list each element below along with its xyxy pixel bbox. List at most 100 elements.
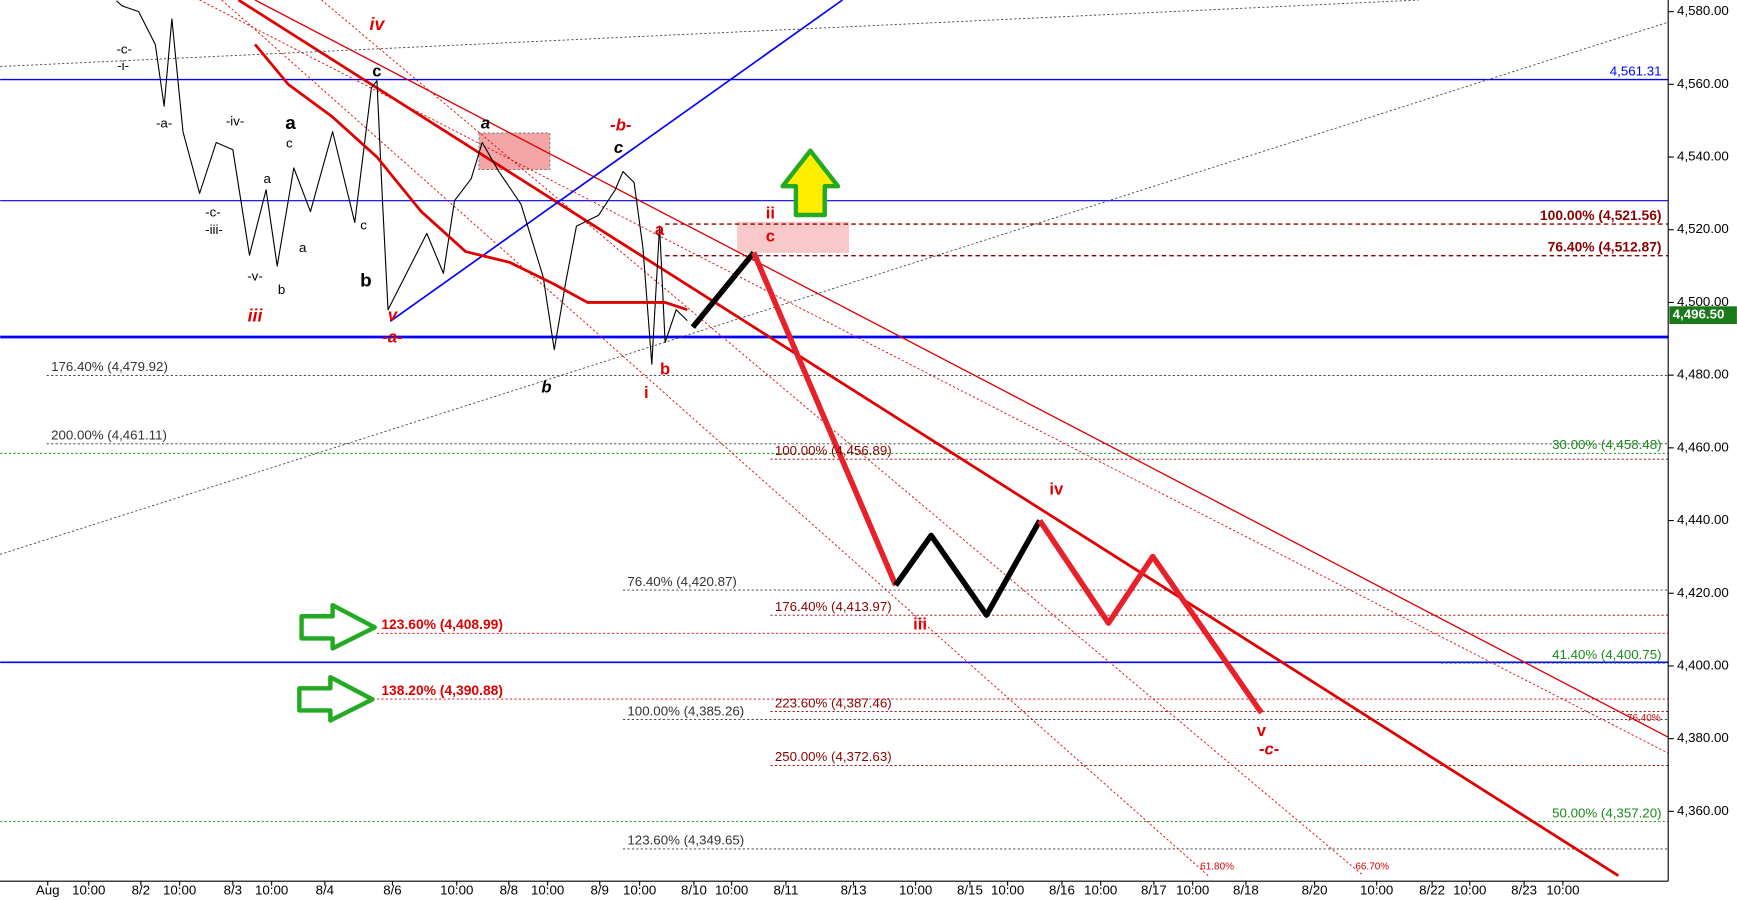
x-tick-label: 10:00 bbox=[531, 883, 564, 898]
arrow-right bbox=[299, 602, 377, 651]
x-tick-label: 10:00 bbox=[72, 883, 105, 898]
series-line bbox=[751, 251, 899, 587]
wave-label: -a- bbox=[382, 327, 403, 346]
wave-label: b bbox=[360, 270, 372, 291]
x-tick-label: 8/20 bbox=[1302, 883, 1328, 898]
trend-line bbox=[321, 0, 1364, 877]
trend-line bbox=[0, 0, 1419, 67]
y-tick-label: 4,380.00 bbox=[1677, 730, 1729, 745]
wave-label: iv bbox=[370, 14, 386, 34]
wave-label: -a- bbox=[156, 116, 172, 131]
wave-label: iv bbox=[1049, 479, 1064, 498]
x-tick-label: 8/10 bbox=[681, 883, 707, 898]
wave-label: -iv- bbox=[226, 113, 244, 128]
wave-label: -c- bbox=[116, 41, 132, 56]
series-line bbox=[893, 519, 1043, 618]
x-tick-label: 8/9 bbox=[590, 883, 609, 898]
trend-line bbox=[199, 0, 1669, 754]
level-label: 250.00% (4,372.63) bbox=[775, 749, 892, 764]
wave-label: -iii- bbox=[205, 222, 223, 237]
x-tick-label: 10:00 bbox=[1084, 883, 1117, 898]
x-tick-label: 8/8 bbox=[500, 883, 519, 898]
wave-label: c bbox=[614, 138, 623, 157]
level-label: 100.00% (4,456.89) bbox=[775, 443, 892, 458]
x-tick-label: 8/22 bbox=[1419, 883, 1445, 898]
wave-label: 61.80% bbox=[1200, 861, 1234, 872]
level-label: 176.40% (4,413.97) bbox=[775, 599, 892, 614]
wave-label: c bbox=[360, 218, 367, 233]
level-label: 4,561.31 bbox=[1610, 63, 1662, 78]
series-line bbox=[690, 250, 756, 329]
y-tick-label: 4,440.00 bbox=[1677, 512, 1729, 527]
x-tick-label: 8/15 bbox=[957, 883, 983, 898]
x-tick-label: 10:00 bbox=[1360, 883, 1393, 898]
level-label: 100.00% (4,521.56) bbox=[1540, 207, 1662, 223]
series-line bbox=[253, 43, 688, 312]
x-tick-label: 10:00 bbox=[1176, 883, 1209, 898]
x-tick-label: 8/2 bbox=[132, 883, 151, 898]
x-tick-label: 8/4 bbox=[316, 883, 334, 898]
x-tick-label: 8/11 bbox=[773, 883, 798, 898]
y-tick-label: 4,580.00 bbox=[1677, 3, 1729, 18]
wave-label: -b- bbox=[610, 116, 632, 135]
x-tick-label: 8/13 bbox=[841, 883, 867, 898]
trend-line bbox=[389, 0, 843, 323]
x-tick-label: 10:00 bbox=[1453, 883, 1486, 898]
y-tick-label: 4,520.00 bbox=[1677, 221, 1729, 236]
level-label: 100.00% (4,385.26) bbox=[627, 703, 744, 718]
level-label: 138.20% (4,390.88) bbox=[381, 682, 503, 698]
x-tick-label: 8/16 bbox=[1049, 883, 1075, 898]
price-tag bbox=[1669, 306, 1737, 325]
y-tick-label: 4,480.00 bbox=[1677, 367, 1729, 382]
x-tick-label: 10:00 bbox=[623, 883, 656, 898]
x-tick-label: 10:00 bbox=[991, 883, 1024, 898]
annotations: -c--i--a- -iv-aca-c--iii--v-bacbcabciviii… bbox=[116, 14, 1660, 872]
y-tick-label: 4,400.00 bbox=[1677, 657, 1729, 672]
wave-label: 76.40% bbox=[1627, 713, 1661, 724]
trend-line bbox=[254, 0, 1669, 738]
trend-line bbox=[237, 0, 1620, 877]
wave-label: iii bbox=[913, 615, 927, 634]
wave-label: ii bbox=[766, 203, 775, 222]
level-label: 41.40% (4,400.75) bbox=[1552, 647, 1661, 662]
x-tick-label: 10:00 bbox=[899, 883, 932, 898]
y-tick-label: 4,500.00 bbox=[1677, 294, 1729, 309]
level-label: 76.40% (4,512.87) bbox=[1548, 239, 1662, 255]
price-tag-label: 4,496.50 bbox=[1673, 307, 1725, 322]
wave-label: a bbox=[299, 240, 307, 255]
plot-area bbox=[0, 0, 1669, 877]
wave-label: b bbox=[278, 282, 285, 297]
wave-label: c bbox=[372, 61, 381, 80]
arrow-right bbox=[297, 675, 375, 723]
x-tick-label: 10:00 bbox=[715, 883, 748, 898]
level-label: 176.40% (4,479.92) bbox=[51, 359, 168, 374]
level-label: 50.00% (4,357.20) bbox=[1552, 805, 1661, 820]
y-tick-label: 4,540.00 bbox=[1677, 149, 1729, 164]
series-line bbox=[1037, 519, 1264, 715]
x-tick-label: 10:00 bbox=[163, 883, 196, 898]
wave-label: -c- bbox=[1259, 740, 1280, 759]
wave-label: 66.70% bbox=[1355, 861, 1389, 872]
wave-label: v bbox=[1257, 721, 1267, 740]
x-tick-label: Aug bbox=[36, 883, 60, 898]
zone-box bbox=[478, 132, 551, 171]
y-tick-label: 4,420.00 bbox=[1677, 585, 1729, 600]
y-tick-label: 4,560.00 bbox=[1677, 76, 1729, 91]
x-tick-label: 8/17 bbox=[1141, 883, 1167, 898]
wave-label: a bbox=[481, 114, 490, 133]
level-label: 76.40% (4,420.87) bbox=[627, 574, 736, 589]
level-label: 123.60% (4,408.99) bbox=[381, 616, 503, 632]
wave-label: b bbox=[541, 377, 551, 396]
wave-label: c bbox=[286, 136, 293, 151]
wave-label: a bbox=[264, 171, 272, 186]
level-label: 123.60% (4,349.65) bbox=[627, 833, 744, 848]
zone-box bbox=[737, 221, 850, 253]
wave-label: v bbox=[388, 305, 398, 324]
wave-label: iii bbox=[248, 306, 264, 326]
level-label: 223.60% (4,387.46) bbox=[775, 695, 892, 710]
wave-label: -i- bbox=[117, 58, 129, 73]
wave-label: c bbox=[766, 227, 775, 246]
x-tick-label: 10:00 bbox=[1546, 883, 1579, 898]
